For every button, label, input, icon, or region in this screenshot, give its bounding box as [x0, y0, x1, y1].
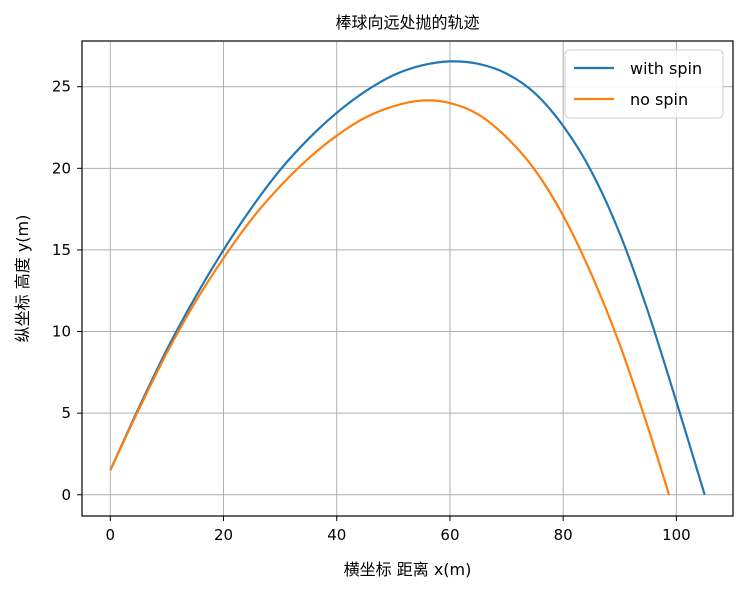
y-tick-label: 25 [52, 78, 71, 96]
x-tick-label: 80 [554, 526, 573, 544]
x-tick-label: 100 [662, 526, 691, 544]
legend-label: no spin [630, 90, 688, 109]
y-tick-label: 5 [61, 404, 71, 422]
chart-title: 棒球向远处抛的轨迹 [335, 13, 479, 32]
y-axis-title: 纵坐标 高度 y(m) [13, 215, 32, 343]
x-tick-label: 0 [106, 526, 116, 544]
y-tick-label: 0 [61, 486, 71, 504]
x-axis-title: 横坐标 距离 x(m) [344, 560, 472, 579]
plot-frame [81, 40, 734, 517]
y-tick-label: 20 [52, 159, 71, 177]
grid [82, 41, 733, 516]
y-axis-ticks: 0 5 10 15 20 25 [52, 78, 82, 504]
y-tick-label: 10 [52, 323, 71, 341]
series-line-no-spin [109, 99, 671, 496]
series-line-with-spin [109, 60, 706, 496]
y-tick-label: 15 [52, 241, 71, 259]
legend: with spin no spin [564, 49, 724, 119]
x-tick-label: 40 [327, 526, 346, 544]
legend-label: with spin [630, 59, 702, 78]
x-axis-ticks: 0 20 40 60 80 100 [106, 516, 691, 544]
x-tick-label: 60 [440, 526, 459, 544]
series-lines [109, 60, 706, 496]
x-tick-label: 20 [214, 526, 233, 544]
